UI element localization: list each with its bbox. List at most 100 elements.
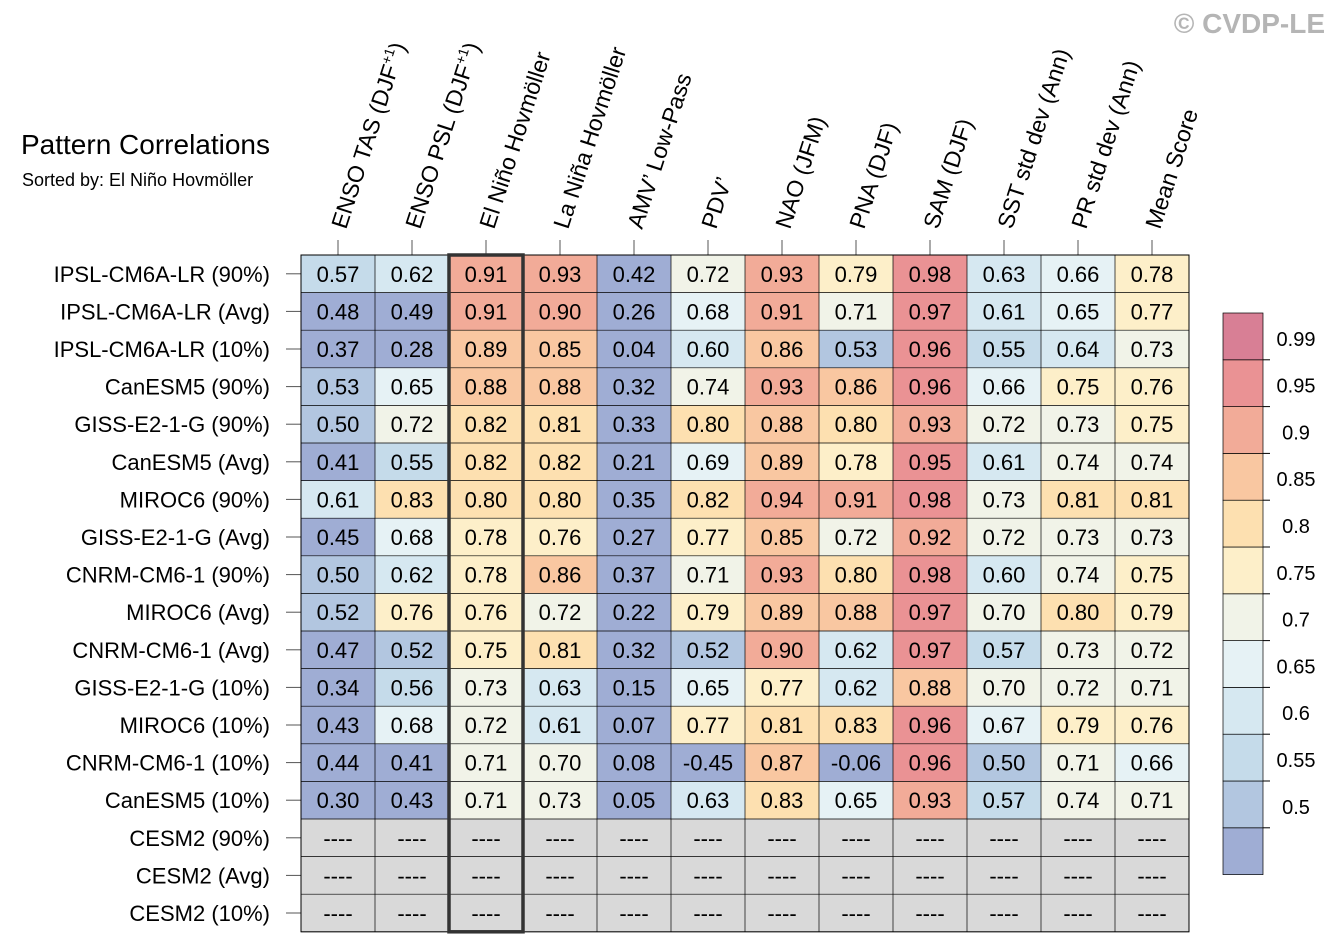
- heatmap-cell: [1115, 405, 1189, 443]
- colorbar-label: 0.7: [1282, 610, 1310, 632]
- heatmap-cell: [1115, 781, 1189, 819]
- cell-value: ----: [1137, 863, 1166, 888]
- cell-value: 0.62: [835, 638, 878, 663]
- colorbar-segment: [1222, 406, 1264, 454]
- cell-value: ----: [841, 901, 870, 926]
- column-header: NAO (JFM): [770, 113, 831, 232]
- heatmap-cell: [449, 743, 523, 782]
- cell-value: 0.64: [1057, 337, 1100, 362]
- heatmap-cell: [301, 743, 375, 782]
- heatmap-cell: [597, 367, 671, 406]
- cell-value: 0.88: [909, 675, 952, 700]
- cell-value: 0.89: [761, 450, 804, 475]
- heatmap-cell: [523, 443, 597, 481]
- heatmap-cell: [597, 894, 671, 932]
- heatmap-cell: [967, 781, 1041, 819]
- heatmap-cell: [967, 555, 1041, 594]
- heatmap-cell: [375, 443, 449, 481]
- heatmap-cell: [1041, 631, 1115, 669]
- heatmap-cell: [967, 819, 1041, 857]
- colorbar-segment: [1222, 640, 1264, 688]
- heatmap-cell: [745, 593, 819, 631]
- heatmap-cell: [1041, 894, 1115, 932]
- cell-value: 0.83: [761, 788, 804, 813]
- heatmap-cell: [671, 480, 745, 519]
- cell-value: 0.33: [613, 412, 656, 437]
- heatmap-cell: [375, 743, 449, 782]
- heatmap-cell: [745, 292, 819, 331]
- cell-value: ----: [545, 863, 574, 888]
- heatmap-cell: [375, 367, 449, 406]
- cell-value: 0.66: [1057, 262, 1100, 287]
- heatmap-cell: [597, 555, 671, 594]
- heatmap-cell: [301, 443, 375, 481]
- cell-value: ----: [841, 826, 870, 851]
- heatmap-cell: [745, 781, 819, 819]
- cell-value: 0.37: [317, 337, 360, 362]
- colorbar-label: 0.8: [1282, 516, 1310, 538]
- cell-value: ----: [1063, 826, 1092, 851]
- heatmap-cell: [1041, 781, 1115, 819]
- cell-value: 0.78: [465, 563, 508, 588]
- cell-value: 0.81: [539, 638, 582, 663]
- cell-value: ----: [693, 901, 722, 926]
- heatmap-cell: [301, 292, 375, 331]
- heatmap-cell: [967, 405, 1041, 443]
- heatmap-cell: [301, 555, 375, 594]
- heatmap-cell: [597, 743, 671, 782]
- cell-value: 0.88: [835, 600, 878, 625]
- heatmap-cell: [1115, 819, 1189, 857]
- cell-value: 0.65: [1057, 299, 1100, 324]
- cell-value: ----: [915, 826, 944, 851]
- cell-value: 0.41: [391, 751, 434, 776]
- heatmap-cell: [375, 330, 449, 368]
- heatmap-grid: [300, 253, 1190, 934]
- heatmap-cell: [671, 593, 745, 631]
- row-label: CESM2 (10%): [129, 901, 270, 926]
- cell-value: 0.04: [613, 337, 656, 362]
- cell-value: 0.86: [835, 375, 878, 400]
- cell-value: 0.52: [391, 638, 434, 663]
- cell-value: 0.76: [539, 525, 582, 550]
- heatmap-cell: [745, 255, 819, 293]
- heatmap-cell: [819, 518, 893, 556]
- cell-value: 0.79: [687, 600, 730, 625]
- cell-value: 0.72: [1131, 638, 1174, 663]
- row-label: IPSL-CM6A-LR (Avg): [60, 299, 270, 324]
- row-label: CESM2 (90%): [129, 826, 270, 851]
- heatmap-cell: [375, 255, 449, 293]
- cell-value: 0.96: [909, 375, 952, 400]
- heatmap-cell: [745, 480, 819, 519]
- heatmap-cell: [967, 856, 1041, 895]
- heatmap-cell: [523, 555, 597, 594]
- heatmap-cell: [449, 894, 523, 932]
- heatmap-cell: [745, 856, 819, 895]
- cell-value: 0.82: [465, 412, 508, 437]
- heatmap-cell: [1041, 856, 1115, 895]
- heatmap-cell: [1115, 443, 1189, 481]
- cell-value: ----: [1137, 901, 1166, 926]
- heatmap-cell: [967, 631, 1041, 669]
- heatmap-cell: [1041, 480, 1115, 519]
- heatmap-cell: [1115, 255, 1189, 293]
- colorbar-label: 0.55: [1277, 750, 1316, 772]
- heatmap-cell: [449, 819, 523, 857]
- cell-value: 0.92: [909, 525, 952, 550]
- colorbar-label: 0.95: [1277, 376, 1316, 398]
- cell-value: ----: [767, 826, 796, 851]
- cell-value: 0.74: [1131, 450, 1174, 475]
- column-header: SAM (DJF): [918, 115, 978, 231]
- heatmap-cell: [745, 367, 819, 406]
- row-label: GISS-E2-1-G (90%): [74, 412, 270, 437]
- heatmap-cell: [819, 668, 893, 707]
- colorbar-label: 0.65: [1277, 656, 1316, 678]
- heatmap-frame: [300, 254, 1190, 933]
- cell-value: 0.73: [465, 675, 508, 700]
- heatmap-cell: [597, 330, 671, 368]
- row-label: MIROC6 (90%): [120, 487, 270, 512]
- cell-value: 0.60: [983, 563, 1026, 588]
- heatmap-cell: [819, 743, 893, 782]
- cell-value: 0.32: [613, 375, 656, 400]
- cell-value: 0.93: [761, 563, 804, 588]
- cell-value: 0.73: [1057, 412, 1100, 437]
